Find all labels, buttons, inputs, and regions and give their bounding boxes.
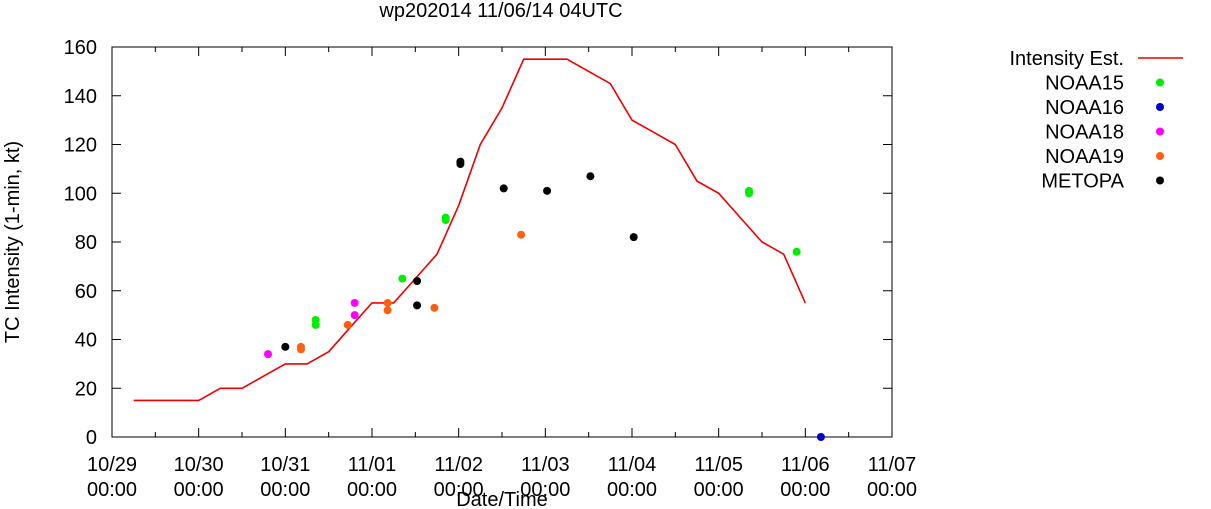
legend-swatch-dot	[1156, 176, 1164, 185]
metopa-point	[543, 186, 552, 195]
x-tick-date: 11/01	[348, 454, 397, 476]
legend-label: NOAA19	[1045, 146, 1124, 168]
noaa15-point	[441, 216, 450, 225]
noaa19-point	[383, 298, 392, 307]
noaa18-point	[350, 298, 359, 307]
legend-swatch-dot	[1156, 127, 1164, 136]
legend-label: METOPA	[1041, 171, 1124, 193]
legend-label: NOAA16	[1045, 97, 1124, 119]
y-tick-label: 0	[86, 427, 97, 449]
metopa-point	[499, 184, 508, 193]
metopa-point	[586, 172, 595, 181]
y-tick-label: 100	[64, 183, 97, 205]
noaa15-point	[745, 189, 753, 198]
plot-area-border	[111, 46, 893, 438]
x-tick-time: 00:00	[434, 479, 484, 501]
metopa-point	[456, 160, 465, 168]
x-tick-time: 00:00	[780, 479, 830, 501]
y-tick-label: 60	[75, 281, 97, 303]
y-tick-labels: 0 20 40 60 80 100 120 140 160	[64, 37, 97, 449]
noaa19-point	[343, 320, 352, 329]
x-tick-time: 00:00	[867, 479, 917, 501]
noaa19-point	[430, 303, 439, 312]
chart-title: wp202014 11/06/14 04UTC	[378, 0, 622, 22]
x-tick-date: 11/06	[781, 454, 830, 476]
x-axis-label: Date/Time	[456, 489, 548, 509]
legend-swatch-dot	[1156, 152, 1164, 160]
noaa15-point	[311, 320, 320, 329]
noaa15-point	[398, 274, 407, 283]
legend-swatch-dot	[1156, 78, 1164, 87]
x-tick-time: 00:00	[174, 479, 224, 501]
x-tick-time: 00:00	[347, 479, 397, 501]
noaa18-point	[264, 350, 272, 359]
y-tick-label: 140	[64, 86, 97, 108]
x-tick-date: 10/30	[174, 454, 224, 476]
metopa-point	[413, 277, 422, 285]
metopa-point	[281, 342, 290, 351]
noaa19-point	[517, 230, 526, 239]
x-tick-date: 11/05	[694, 454, 743, 476]
legend-label: NOAA15	[1045, 73, 1124, 95]
y-tick-label: 160	[64, 37, 97, 59]
x-tick-time: 00:00	[607, 479, 657, 501]
noaa15-point	[792, 247, 801, 256]
x-tick-date: 10/29	[87, 454, 137, 476]
y-tick-label: 20	[75, 378, 97, 400]
legend-label: NOAA18	[1045, 122, 1124, 144]
legend-label: Intensity Est.	[1010, 48, 1125, 70]
x-tick-date: 11/02	[434, 454, 483, 476]
x-tick-date: 11/03	[521, 454, 570, 476]
axis-ticks	[111, 46, 893, 438]
noaa18-point	[350, 311, 359, 320]
noaa16-point	[816, 433, 825, 441]
x-tick-time: 00:00	[87, 479, 137, 501]
noaa19-point	[296, 345, 305, 354]
series-layer	[133, 58, 825, 441]
x-tick-time: 00:00	[260, 479, 310, 501]
x-tick-time: 00:00	[520, 479, 570, 501]
y-axis-label: TC Intensity (1-min, kt)	[2, 141, 24, 343]
metopa-point	[629, 233, 638, 242]
intensity-line	[133, 58, 807, 402]
x-tick-date: 11/04	[608, 454, 657, 476]
metopa-point	[413, 301, 422, 310]
y-tick-label: 80	[75, 232, 97, 254]
noaa19-point	[383, 306, 392, 315]
y-tick-label: 40	[75, 330, 97, 352]
x-tick-labels: 10/29 00:00 10/30 00:00 10/31 00:00 11/01 00:00…	[87, 454, 917, 501]
x-tick-date: 11/07	[868, 454, 917, 476]
x-tick-date: 10/31	[260, 454, 310, 476]
x-tick-time: 00:00	[694, 479, 744, 501]
y-tick-label: 120	[64, 135, 97, 157]
legend-swatch-dot	[1156, 103, 1164, 111]
